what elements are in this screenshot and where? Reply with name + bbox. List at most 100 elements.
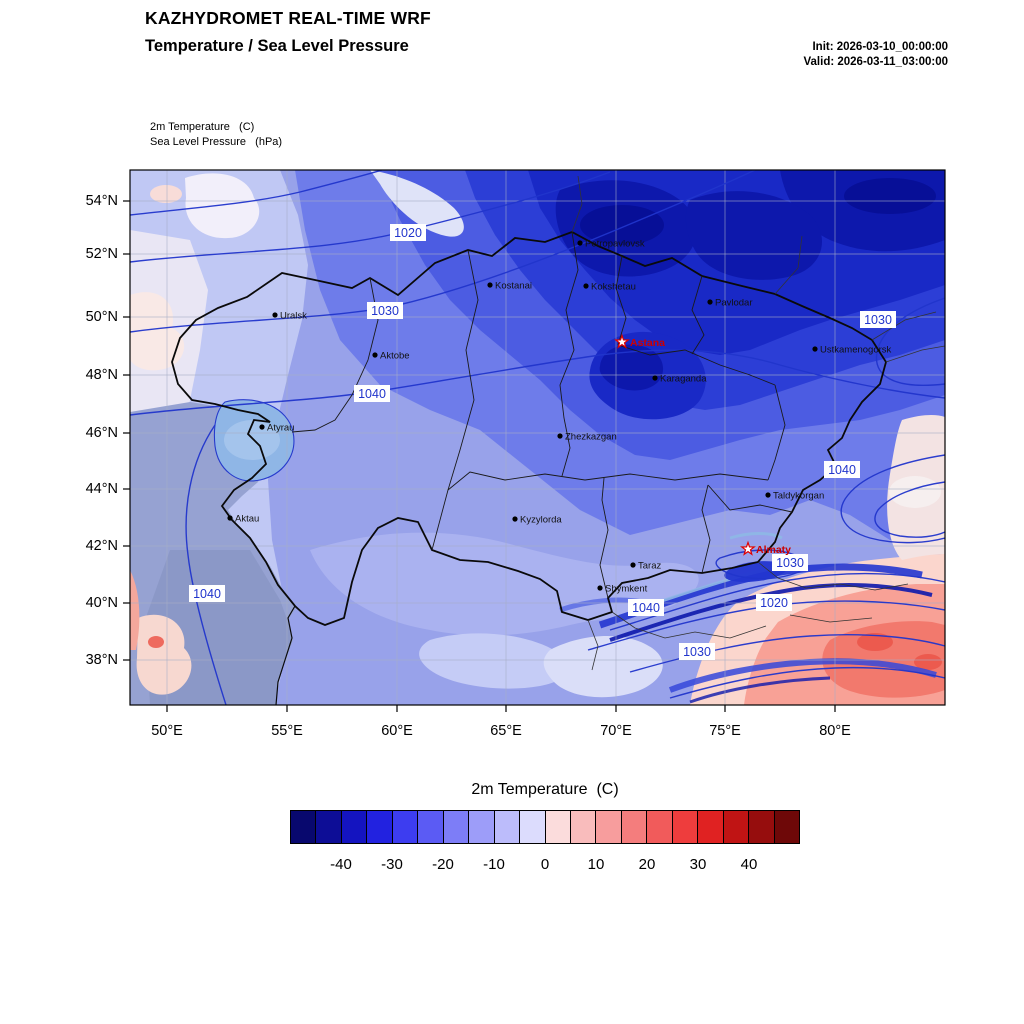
city-label: Pavlodar <box>715 298 753 309</box>
axis-ticks <box>123 200 836 712</box>
colorbar-cell <box>442 811 469 843</box>
city-marker: Atyrau <box>259 423 294 434</box>
colorbar-tick-label: -40 <box>330 856 352 873</box>
city-label: Aktau <box>235 514 259 525</box>
colorbar-cell <box>493 811 520 843</box>
city-marker: Zhezkazgan <box>557 432 617 443</box>
lon-tick-label: 50°E <box>151 723 183 739</box>
colorbar-cell <box>595 811 621 843</box>
star-icon <box>614 333 630 349</box>
city-label: Atyrau <box>267 423 294 434</box>
isobar-label: 1040 <box>354 385 390 402</box>
capital-city-label: Almaty <box>756 544 791 556</box>
page-subtitle: Temperature / Sea Level Pressure <box>145 37 409 55</box>
city-dot-icon <box>372 352 378 358</box>
political-borders <box>171 175 945 705</box>
colorbar-cell <box>544 811 570 843</box>
city-marker: Ustkamenogorsk <box>812 345 892 356</box>
lon-tick-label: 70°E <box>600 723 632 739</box>
colorbar-cell <box>391 811 418 843</box>
city-marker: Uralsk <box>272 311 307 322</box>
layer-label-temperature: 2m Temperature (C) <box>150 121 255 133</box>
colorbar <box>290 810 800 844</box>
city-marker: Kokshetau <box>583 282 636 293</box>
colorbar-cell <box>417 811 443 843</box>
lon-tick-label: 60°E <box>381 723 413 739</box>
city-dot-icon <box>487 282 493 288</box>
colorbar-tick-label: 30 <box>689 856 707 873</box>
neighbor-borders <box>571 175 945 671</box>
run-times: Init: 2026-03-10_00:00:00 Valid: 2026-03… <box>640 40 949 70</box>
colorbar-title: 2m Temperature (C) <box>471 781 619 798</box>
city-label: Ustkamenogorsk <box>820 345 892 356</box>
map-labels: 1020 1030 1040 1030 1040 1030 1040 1020 1030 1040… <box>189 224 896 660</box>
svg-text:1030: 1030 <box>864 313 892 327</box>
colorbar-tick-label: 10 <box>587 856 605 873</box>
lon-tick-label: 65°E <box>490 723 522 739</box>
temperature-field <box>130 170 945 705</box>
city-marker: Shymkent <box>597 584 648 595</box>
svg-text:1030: 1030 <box>776 556 804 570</box>
oblast-borders <box>291 231 793 599</box>
colorbar-cell <box>620 811 647 843</box>
isobar-label: 1040 <box>189 585 225 602</box>
lon-tick-label: 55°E <box>271 723 303 739</box>
colorbar-cell <box>366 811 392 843</box>
isobar-label: 1040 <box>824 461 860 478</box>
isobar-label: 1030 <box>772 554 808 571</box>
isobar-label: 1040 <box>628 599 664 616</box>
star-icon <box>740 540 756 556</box>
colorbar-cell <box>646 811 672 843</box>
city-label: Shymkent <box>605 584 648 595</box>
lat-tick-label: 54°N <box>85 193 118 209</box>
lat-tick-label: 44°N <box>85 481 118 497</box>
svg-text:1020: 1020 <box>760 596 788 610</box>
valid-time: Valid: 2026-03-11_03:00:00 <box>803 56 949 68</box>
city-dot-icon <box>707 299 713 305</box>
layer-label-pressure: Sea Level Pressure (hPa) <box>150 136 283 148</box>
colorbar-cell <box>569 811 596 843</box>
colorbar-tick-label: -10 <box>483 856 505 873</box>
city-label: Uralsk <box>280 311 307 322</box>
lat-tick-label: 52°N <box>85 246 118 262</box>
init-time: Init: 2026-03-10_00:00:00 <box>812 41 948 53</box>
city-label: Kostanai <box>495 281 532 292</box>
city-label: Petropavlovsk <box>585 239 645 250</box>
svg-text:1040: 1040 <box>632 601 660 615</box>
isobar-label: 1020 <box>756 594 792 611</box>
svg-text:1030: 1030 <box>371 304 399 318</box>
svg-text:1030: 1030 <box>683 645 711 659</box>
lat-tick-label: 46°N <box>85 425 118 441</box>
capital-city-marker: Almaty <box>740 540 791 556</box>
city-label: Kyzylorda <box>520 515 562 526</box>
weather-map: 1020 1030 1040 1030 1040 1030 1040 1020 1030 1040… <box>123 169 946 712</box>
svg-text:1040: 1040 <box>193 587 221 601</box>
city-dot-icon <box>597 585 603 591</box>
city-marker: Aktobe <box>372 351 410 362</box>
lat-tick-label: 38°N <box>85 652 118 668</box>
city-marker: Kostanai <box>487 281 532 292</box>
city-dot-icon <box>512 516 518 522</box>
isobar-label: 1020 <box>390 224 426 241</box>
lat-tick-label: 40°N <box>85 595 118 611</box>
city-marker: Aktau <box>227 514 259 525</box>
colorbar-tick-label: 20 <box>638 856 656 873</box>
svg-text:1040: 1040 <box>358 387 386 401</box>
colorbar-cell <box>315 811 341 843</box>
colorbar-tick-label: 40 <box>740 856 758 873</box>
colorbar-cell <box>519 811 545 843</box>
colorbar-cell <box>468 811 494 843</box>
colorbar-cell <box>748 811 774 843</box>
city-dot-icon <box>259 424 265 430</box>
city-label: Karaganda <box>660 374 707 385</box>
city-marker: Pavlodar <box>707 298 753 309</box>
lon-tick-label: 80°E <box>819 723 851 739</box>
capital-city-marker: Astana <box>614 333 665 349</box>
city-dot-icon <box>812 346 818 352</box>
city-dot-icon <box>557 433 563 439</box>
city-label: Zhezkazgan <box>565 432 617 443</box>
city-marker: Kyzylorda <box>512 515 562 526</box>
city-dot-icon <box>577 240 583 246</box>
colorbar-cell <box>773 811 800 843</box>
